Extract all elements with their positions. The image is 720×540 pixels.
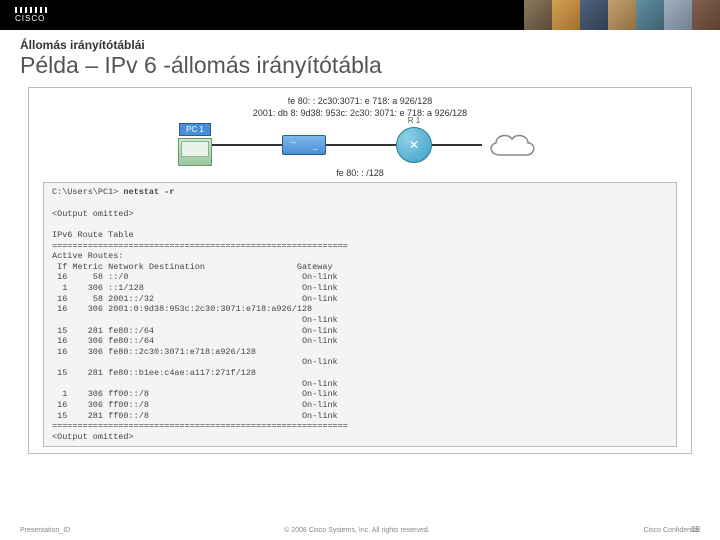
- router-device: R 1: [396, 127, 432, 163]
- row: 16 306 fe80::/64 On-link: [52, 336, 338, 346]
- omitted-bottom: <Output omitted>: [52, 432, 134, 442]
- cloud-icon: [482, 127, 542, 163]
- page-number: 25: [691, 525, 700, 534]
- network-diagram: PC 1 R 1: [43, 123, 677, 166]
- wire-2: [326, 144, 396, 146]
- sep-2: ========================================…: [52, 421, 348, 431]
- table-title: IPv6 Route Table: [52, 230, 134, 240]
- pc-device: PC 1: [178, 123, 212, 166]
- row: On-link: [52, 315, 338, 325]
- row: 15 281 fe80::/64 On-link: [52, 326, 338, 336]
- wire-1: [212, 144, 282, 146]
- row: 16 306 2001:0:9d38:953c:2c30:3071:e718:a…: [52, 304, 312, 314]
- omitted-top: <Output omitted>: [52, 209, 134, 219]
- slide-subtitle: Állomás irányítótáblái: [20, 38, 700, 52]
- row: 1 306 ::1/128 On-link: [52, 283, 338, 293]
- wire-3: [432, 144, 482, 146]
- row: 15 281 fe80::b1ee:c4ae:a117:271f/128: [52, 368, 256, 378]
- footer-center: © 2008 Cisco Systems, Inc. All rights re…: [284, 527, 430, 534]
- row: 16 58 2001::/32 On-link: [52, 294, 338, 304]
- row: 1 306 ff00::/8 On-link: [52, 389, 338, 399]
- footer: Presentation_ID © 2008 Cisco Systems, In…: [0, 527, 720, 534]
- content-area: fe 80: : 2c30:3071: e 718: a 926/128 200…: [0, 83, 720, 454]
- slide-title: Példa – IPv 6 -állomás irányítótábla: [20, 52, 700, 79]
- address-lines: fe 80: : 2c30:3071: e 718: a 926/128 200…: [43, 96, 677, 119]
- subnet-label: fe 80: : /128: [43, 168, 677, 178]
- diagram-box: fe 80: : 2c30:3071: e 718: a 926/128 200…: [28, 87, 692, 454]
- addr-line-2: 2001: db 8: 9d38: 953c: 2c30: 3071: e 71…: [43, 108, 677, 120]
- row: On-link: [52, 379, 338, 389]
- terminal-output: C:\Users\PC1> netstat -r <Output omitted…: [43, 182, 677, 447]
- footer-left: Presentation_ID: [20, 527, 70, 534]
- command: netstat -r: [123, 187, 174, 197]
- router-label: R 1: [408, 116, 420, 125]
- switch-device: [282, 135, 326, 155]
- photo-strip: [524, 0, 720, 30]
- cisco-logo: CISCO: [0, 7, 47, 23]
- row: On-link: [52, 357, 338, 367]
- title-block: Állomás irányítótáblái Példa – IPv 6 -ál…: [0, 30, 720, 83]
- row: 16 306 fe80::2c30:3071:e718:a926/128: [52, 347, 256, 357]
- prompt: C:\Users\PC1>: [52, 187, 118, 197]
- addr-line-1: fe 80: : 2c30:3071: e 718: a 926/128: [43, 96, 677, 108]
- top-bar: CISCO: [0, 0, 720, 30]
- active-routes: Active Routes:: [52, 251, 123, 261]
- table-header: If Metric Network Destination Gateway: [52, 262, 333, 272]
- pc-label: PC 1: [179, 123, 211, 136]
- row: 15 281 ff00::/8 On-link: [52, 411, 338, 421]
- row: 16 306 ff00::/8 On-link: [52, 400, 338, 410]
- sep-1: ========================================…: [52, 241, 348, 251]
- row: 16 58 ::/0 On-link: [52, 272, 338, 282]
